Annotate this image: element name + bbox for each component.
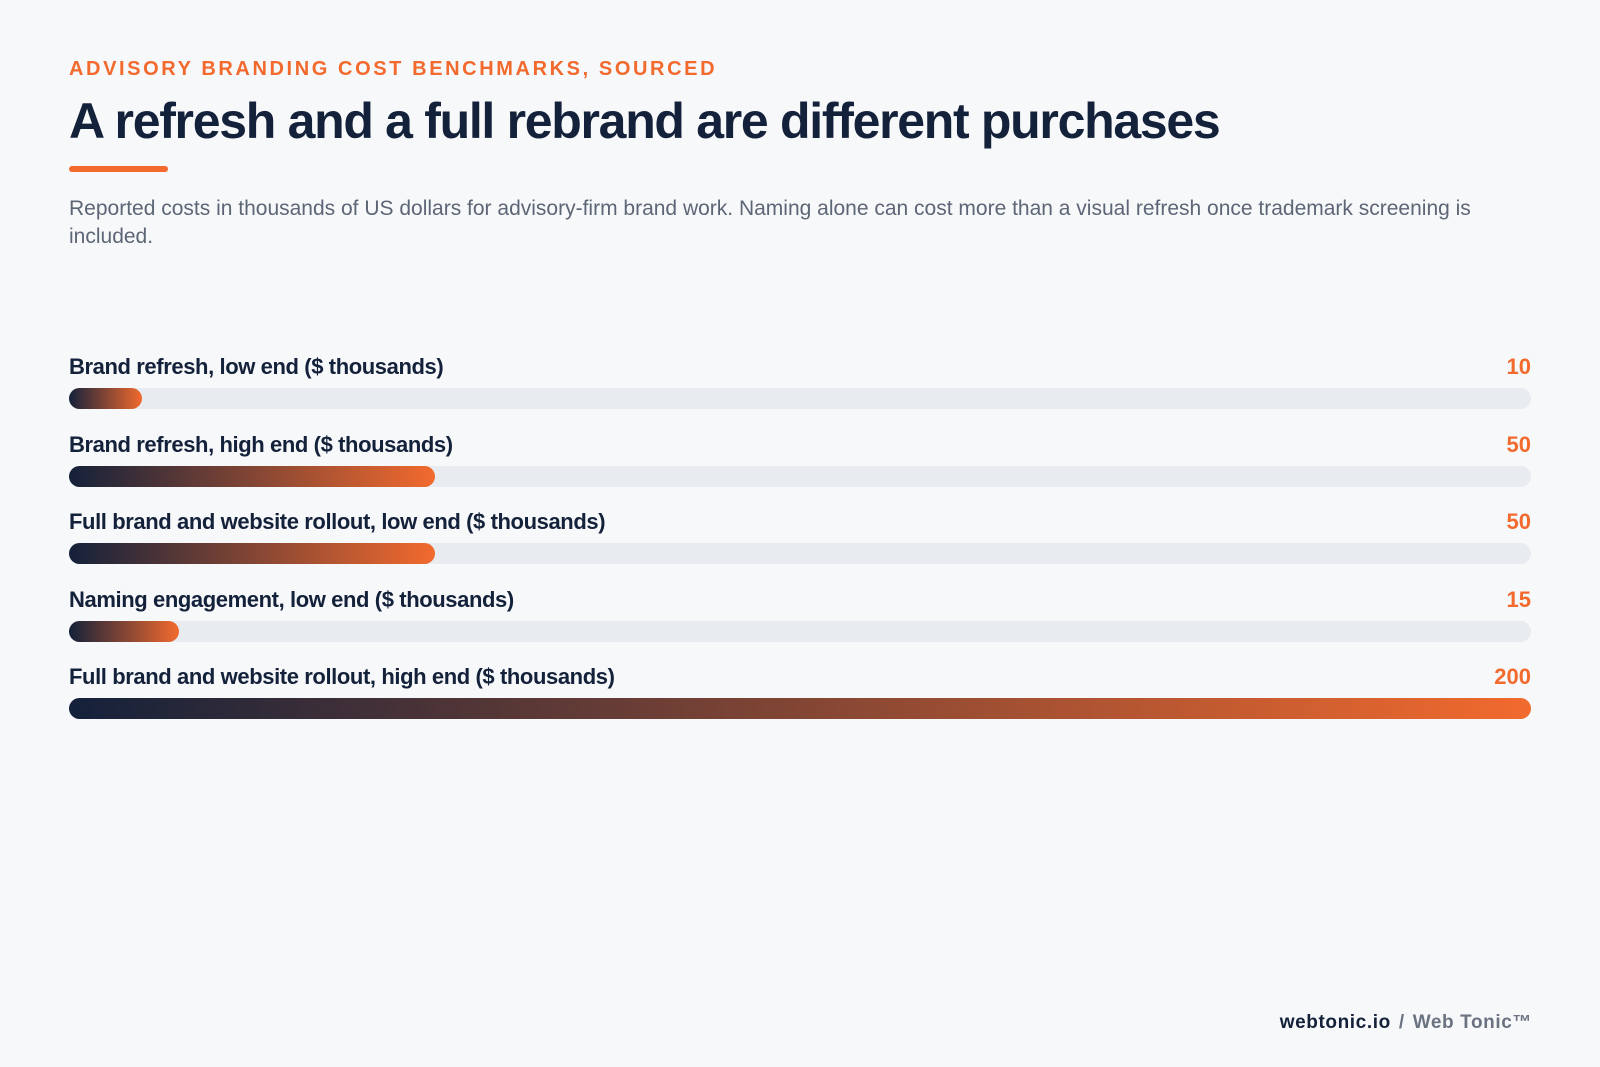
bar-row: Brand refresh, high end ($ thousands) 50 xyxy=(69,426,1531,504)
chart-eyebrow: ADVISORY BRANDING COST BENCHMARKS, SOURC… xyxy=(69,58,718,80)
chart-subtitle: Reported costs in thousands of US dollar… xyxy=(69,197,1471,248)
bar-track xyxy=(69,543,1531,564)
bar-row: Full brand and website rollout, high end… xyxy=(69,658,1531,736)
bar xyxy=(69,465,435,487)
footer: webtonic.io / Web Tonic™ xyxy=(1280,1012,1532,1034)
bar-value-label: 10 xyxy=(1506,354,1531,379)
bar-chart: Brand refresh, low end ($ thousands) 10 Br… xyxy=(69,348,1531,736)
bar-track xyxy=(69,388,1531,409)
bar-value-label: 200 xyxy=(1494,664,1531,689)
bar-row: Brand refresh, low end ($ thousands) 10 xyxy=(69,348,1531,426)
bar-label: Full brand and website rollout, high end… xyxy=(69,664,615,689)
chart-title: A refresh and a full rebrand are differe… xyxy=(69,93,1221,149)
bar-track xyxy=(69,465,1531,487)
bar xyxy=(69,543,435,564)
footer-site: webtonic.io xyxy=(1279,1012,1391,1033)
footer-brand: Web Tonic™ xyxy=(1412,1012,1532,1033)
bar xyxy=(69,620,179,642)
bar-row: Full brand and website rollout, low end … xyxy=(69,503,1531,581)
bar xyxy=(69,698,1531,719)
bar-track xyxy=(69,620,1531,642)
bar-track xyxy=(69,698,1531,719)
bar-row: Naming engagement, low end ($ thousands)… xyxy=(69,581,1531,659)
bar-label: Brand refresh, low end ($ thousands) xyxy=(69,354,444,379)
bar xyxy=(69,388,143,409)
bar-label: Full brand and website rollout, low end … xyxy=(69,509,606,534)
title-underline xyxy=(69,166,168,172)
bar-label: Brand refresh, high end ($ thousands) xyxy=(69,431,453,457)
bar-label: Naming engagement, low end ($ thousands) xyxy=(69,586,514,612)
footer-separator: / xyxy=(1398,1012,1405,1033)
bar-value-label: 50 xyxy=(1506,509,1531,534)
bar-value-label: 50 xyxy=(1506,431,1531,457)
bar-value-label: 15 xyxy=(1506,586,1531,612)
